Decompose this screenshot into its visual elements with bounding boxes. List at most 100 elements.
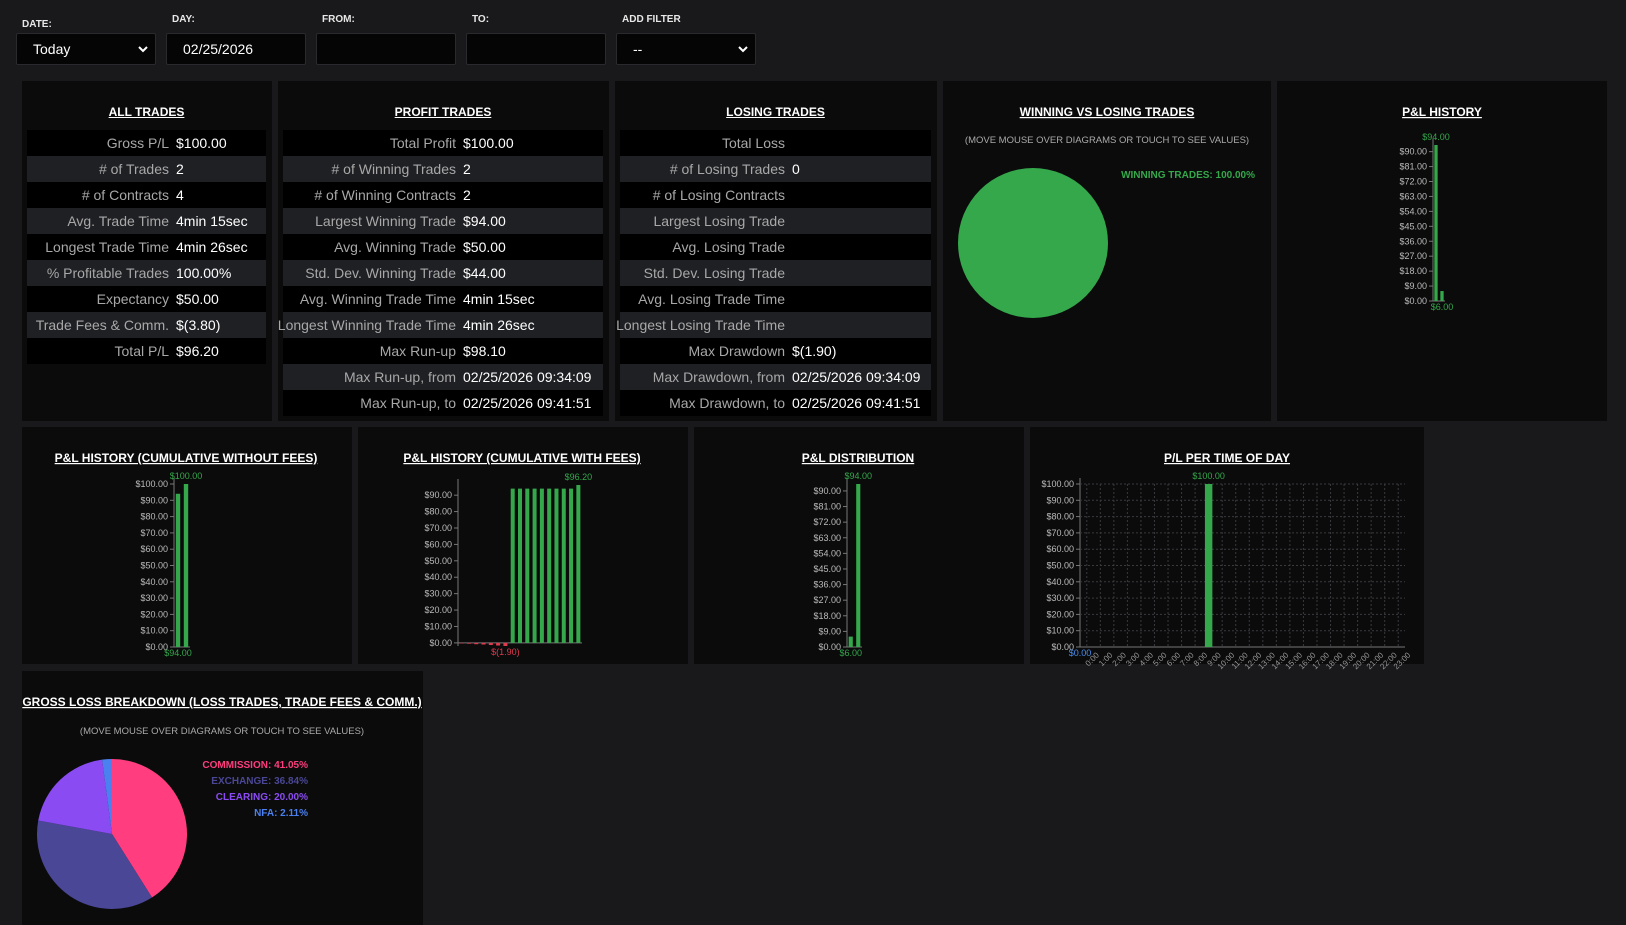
row-label: Avg. Trade Time [67, 213, 169, 229]
row-label: % Profitable Trades [46, 265, 169, 281]
row-label: Max Run-up, to [360, 395, 456, 411]
filter-input[interactable]: 02/25/2026 [166, 33, 306, 65]
row-value: $(3.80) [176, 317, 221, 333]
row-label: Longest Losing Trade Time [616, 317, 785, 333]
filter-label: FROM: [322, 14, 355, 25]
filter-input[interactable]: Today [16, 33, 156, 65]
row-label: Largest Winning Trade [315, 213, 456, 229]
table-row: Max Drawdown $(1.90) [620, 338, 931, 364]
table-row: Avg. Winning Trade $50.00 [283, 234, 603, 260]
row-label: Avg. Winning Trade [334, 239, 456, 255]
table-row: % Profitable Trades 100.00% [27, 260, 266, 286]
row-label: Expectancy [96, 291, 169, 307]
table-row: # of Contracts 4 [27, 182, 266, 208]
row-value: $98.10 [463, 343, 506, 359]
table-row: Avg. Losing Trade [620, 234, 931, 260]
row-label: Longest Winning Trade Time [277, 317, 456, 333]
table-row: Avg. Losing Trade Time [620, 286, 931, 312]
filter-value: Today [33, 41, 71, 57]
row-value: 4min 26sec [176, 239, 248, 255]
row-value: $(1.90) [792, 343, 837, 359]
table-row: Std. Dev. Losing Trade [620, 260, 931, 286]
row-value: $50.00 [463, 239, 506, 255]
filter-input[interactable]: -- [616, 33, 756, 65]
row-label: # of Losing Contracts [652, 187, 785, 203]
row-label: # of Winning Trades [331, 161, 456, 177]
row-label: Largest Losing Trade [653, 213, 785, 229]
row-value: 2 [463, 161, 471, 177]
row-value: 4 [176, 187, 184, 203]
filter-value: -- [633, 41, 643, 57]
row-label: Std. Dev. Losing Trade [643, 265, 785, 281]
table-row: # of Losing Trades 0 [620, 156, 931, 182]
row-label: Std. Dev. Winning Trade [305, 265, 456, 281]
table-row: Max Run-up $98.10 [283, 338, 603, 364]
table-row: Max Drawdown, to 02/25/2026 09:41:51 [620, 390, 931, 416]
table-row: Gross P/L $100.00 [27, 130, 266, 156]
row-value: 02/25/2026 09:34:09 [792, 369, 921, 385]
row-value: 0 [792, 161, 800, 177]
table-title: LOSING TRADES [726, 105, 825, 119]
table-row: Max Run-up, to 02/25/2026 09:41:51 [283, 390, 603, 416]
panel [1277, 81, 1607, 421]
table-row: Longest Winning Trade Time 4min 26sec [278, 312, 603, 338]
panel [22, 671, 423, 925]
filter-value: 02/25/2026 [183, 41, 254, 57]
table-row: Longest Trade Time 4min 26sec [27, 234, 266, 260]
row-label: Trade Fees & Comm. [35, 317, 169, 333]
table-row: Total Profit $100.00 [283, 130, 603, 156]
row-label: # of Contracts [81, 187, 169, 203]
table-row: Largest Losing Trade [620, 208, 931, 234]
panel [22, 427, 352, 664]
chevron [138, 46, 148, 53]
table-row: Max Drawdown, from 02/25/2026 09:34:09 [620, 364, 931, 390]
row-value: $100.00 [176, 135, 227, 151]
row-label: Max Run-up, from [343, 369, 456, 385]
row-value: 4min 26sec [463, 317, 535, 333]
row-label: Max Drawdown, from [652, 369, 785, 385]
filter-input[interactable] [466, 33, 606, 65]
panel [1030, 427, 1424, 664]
row-value: 2 [176, 161, 184, 177]
table-row: Max Run-up, from 02/25/2026 09:34:09 [283, 364, 603, 390]
table-title: PROFIT TRADES [394, 105, 492, 119]
panel [358, 427, 688, 664]
row-label: Total Loss [721, 135, 785, 151]
table-row: Avg. Winning Trade Time 4min 15sec [283, 286, 603, 312]
row-value: 02/25/2026 09:41:51 [463, 395, 592, 411]
row-label: Max Drawdown, to [669, 395, 785, 411]
table-row: # of Trades 2 [27, 156, 266, 182]
filter-label: DATE: [22, 19, 52, 30]
filter-label: DAY: [172, 14, 195, 25]
table-row: Expectancy $50.00 [27, 286, 266, 312]
table-title: ALL TRADES [108, 105, 185, 119]
row-label: Longest Trade Time [45, 239, 169, 255]
table-row: Total P/L $96.20 [27, 338, 266, 364]
row-value: 02/25/2026 09:34:09 [463, 369, 592, 385]
row-label: # of Winning Contracts [314, 187, 456, 203]
table-row: Avg. Trade Time 4min 15sec [27, 208, 266, 234]
row-label: Avg. Losing Trade [672, 239, 785, 255]
row-value: 4min 15sec [463, 291, 535, 307]
row-value: 2 [463, 187, 471, 203]
table-row: Total Loss [620, 130, 931, 156]
table-row: Longest Losing Trade Time [616, 312, 931, 338]
row-value: 4min 15sec [176, 213, 248, 229]
filter-label: ADD FILTER [622, 14, 681, 25]
row-value: $94.00 [463, 213, 506, 229]
row-label: Max Run-up [379, 343, 456, 359]
table-row: # of Winning Contracts 2 [283, 182, 603, 208]
row-value: $96.20 [176, 343, 219, 359]
row-label: Avg. Losing Trade Time [638, 291, 785, 307]
row-value: 02/25/2026 09:41:51 [792, 395, 921, 411]
chevron [738, 46, 748, 53]
row-label: Total P/L [114, 343, 169, 359]
row-label: Gross P/L [106, 135, 169, 151]
row-label: # of Losing Trades [669, 161, 785, 177]
row-label: Avg. Winning Trade Time [299, 291, 456, 307]
row-value: 100.00% [176, 265, 232, 281]
row-value: $50.00 [176, 291, 219, 307]
filter-input[interactable] [316, 33, 456, 65]
row-value: $44.00 [463, 265, 506, 281]
panel [694, 427, 1024, 664]
